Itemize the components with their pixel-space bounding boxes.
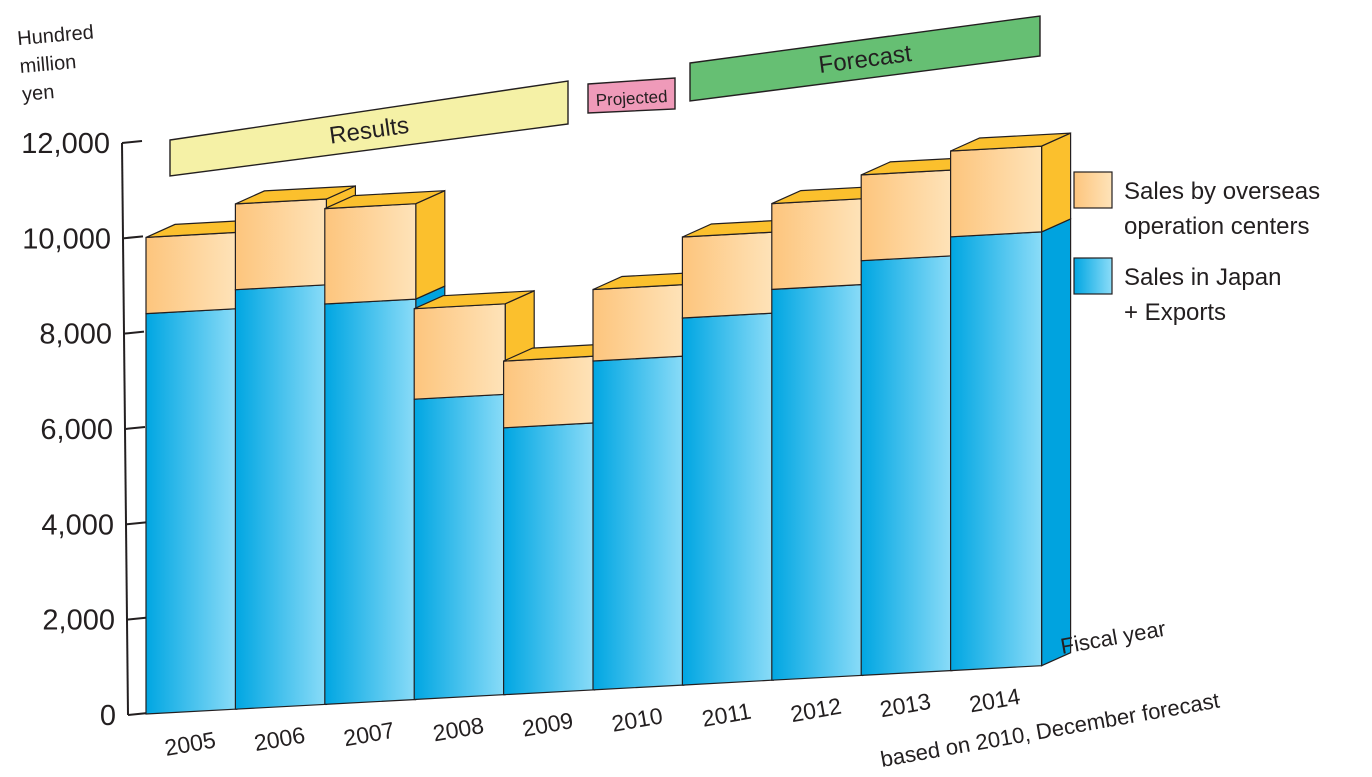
bar-overseas-2010 (592, 283, 685, 362)
x-tick-label: 2014 (967, 683, 1022, 718)
y-tick (125, 521, 147, 526)
bar-side-japan (1040, 217, 1072, 667)
x-tick-label: 2007 (341, 717, 396, 751)
y-tick-label: 2,000 (42, 605, 115, 637)
legend-label: operation centers (1124, 213, 1309, 240)
x-tick-label: 2008 (431, 712, 486, 746)
x-tick-label: 2011 (700, 698, 753, 732)
bar-side-overseas (415, 189, 446, 301)
bar-japan-2007 (324, 298, 417, 706)
bar-top (950, 132, 1071, 152)
bar-overseas-2009 (503, 355, 596, 429)
y-tick (123, 330, 145, 335)
x-tick-label: 2009 (520, 707, 575, 741)
bar-overseas-2014 (949, 145, 1043, 238)
period-banner (689, 15, 1041, 102)
bar-japan-2005 (145, 308, 238, 715)
y-tick (122, 235, 144, 240)
x-tick-label: 2010 (610, 702, 665, 736)
bar-japan-2008 (413, 393, 506, 701)
period-banner (169, 80, 569, 177)
y-tick (127, 712, 149, 716)
y-tick-label: 10,000 (22, 223, 111, 255)
y-tick-label: 12,000 (21, 128, 110, 160)
legend-label: + Exports (1124, 299, 1226, 326)
x-tick-label: 2005 (163, 726, 218, 760)
period-banner (587, 77, 676, 114)
y-tick-label: 8,000 (39, 319, 112, 351)
bar-japan-2006 (234, 284, 327, 710)
x-tick-label: 2013 (878, 688, 933, 722)
bar-overseas-2013 (860, 169, 953, 262)
bar-japan-2014 (949, 231, 1043, 672)
bar-japan-2010 (592, 355, 685, 691)
bar-japan-2013 (860, 255, 953, 677)
period-banner-label: Projected (595, 87, 668, 110)
legend-label: Sales in Japan (1124, 264, 1281, 291)
bar-overseas-2011 (681, 231, 775, 319)
x-tick-label: 2006 (252, 722, 307, 756)
legend-swatch (1073, 257, 1113, 295)
bar-overseas-2007 (324, 203, 417, 305)
legend-swatch (1073, 171, 1113, 209)
bar-overseas-2012 (771, 198, 864, 291)
y-tick-label: 6,000 (40, 414, 113, 446)
x-tick-label: 2012 (788, 693, 843, 727)
bar-top (413, 290, 535, 310)
bar-japan-2009 (503, 422, 596, 696)
y-tick-label: 4,000 (41, 509, 114, 541)
y-tick-label: 0 (100, 700, 116, 732)
y-axis-label: Hundredmillionyen (16, 21, 99, 105)
y-tick (124, 426, 146, 430)
bar-top (324, 190, 446, 210)
bar-side-overseas (1040, 132, 1072, 233)
x-axis-label: Fiscal year (1059, 616, 1168, 659)
y-tick (126, 616, 148, 621)
bar-overseas-2008 (413, 303, 506, 400)
bar-overseas-2006 (234, 198, 327, 291)
bar-japan-2011 (681, 312, 775, 686)
bar-japan-2012 (771, 283, 864, 681)
bar-overseas-2005 (145, 231, 238, 315)
y-tick (121, 140, 143, 144)
bar-top (235, 185, 356, 205)
legend-label: Sales by overseas (1124, 178, 1320, 205)
